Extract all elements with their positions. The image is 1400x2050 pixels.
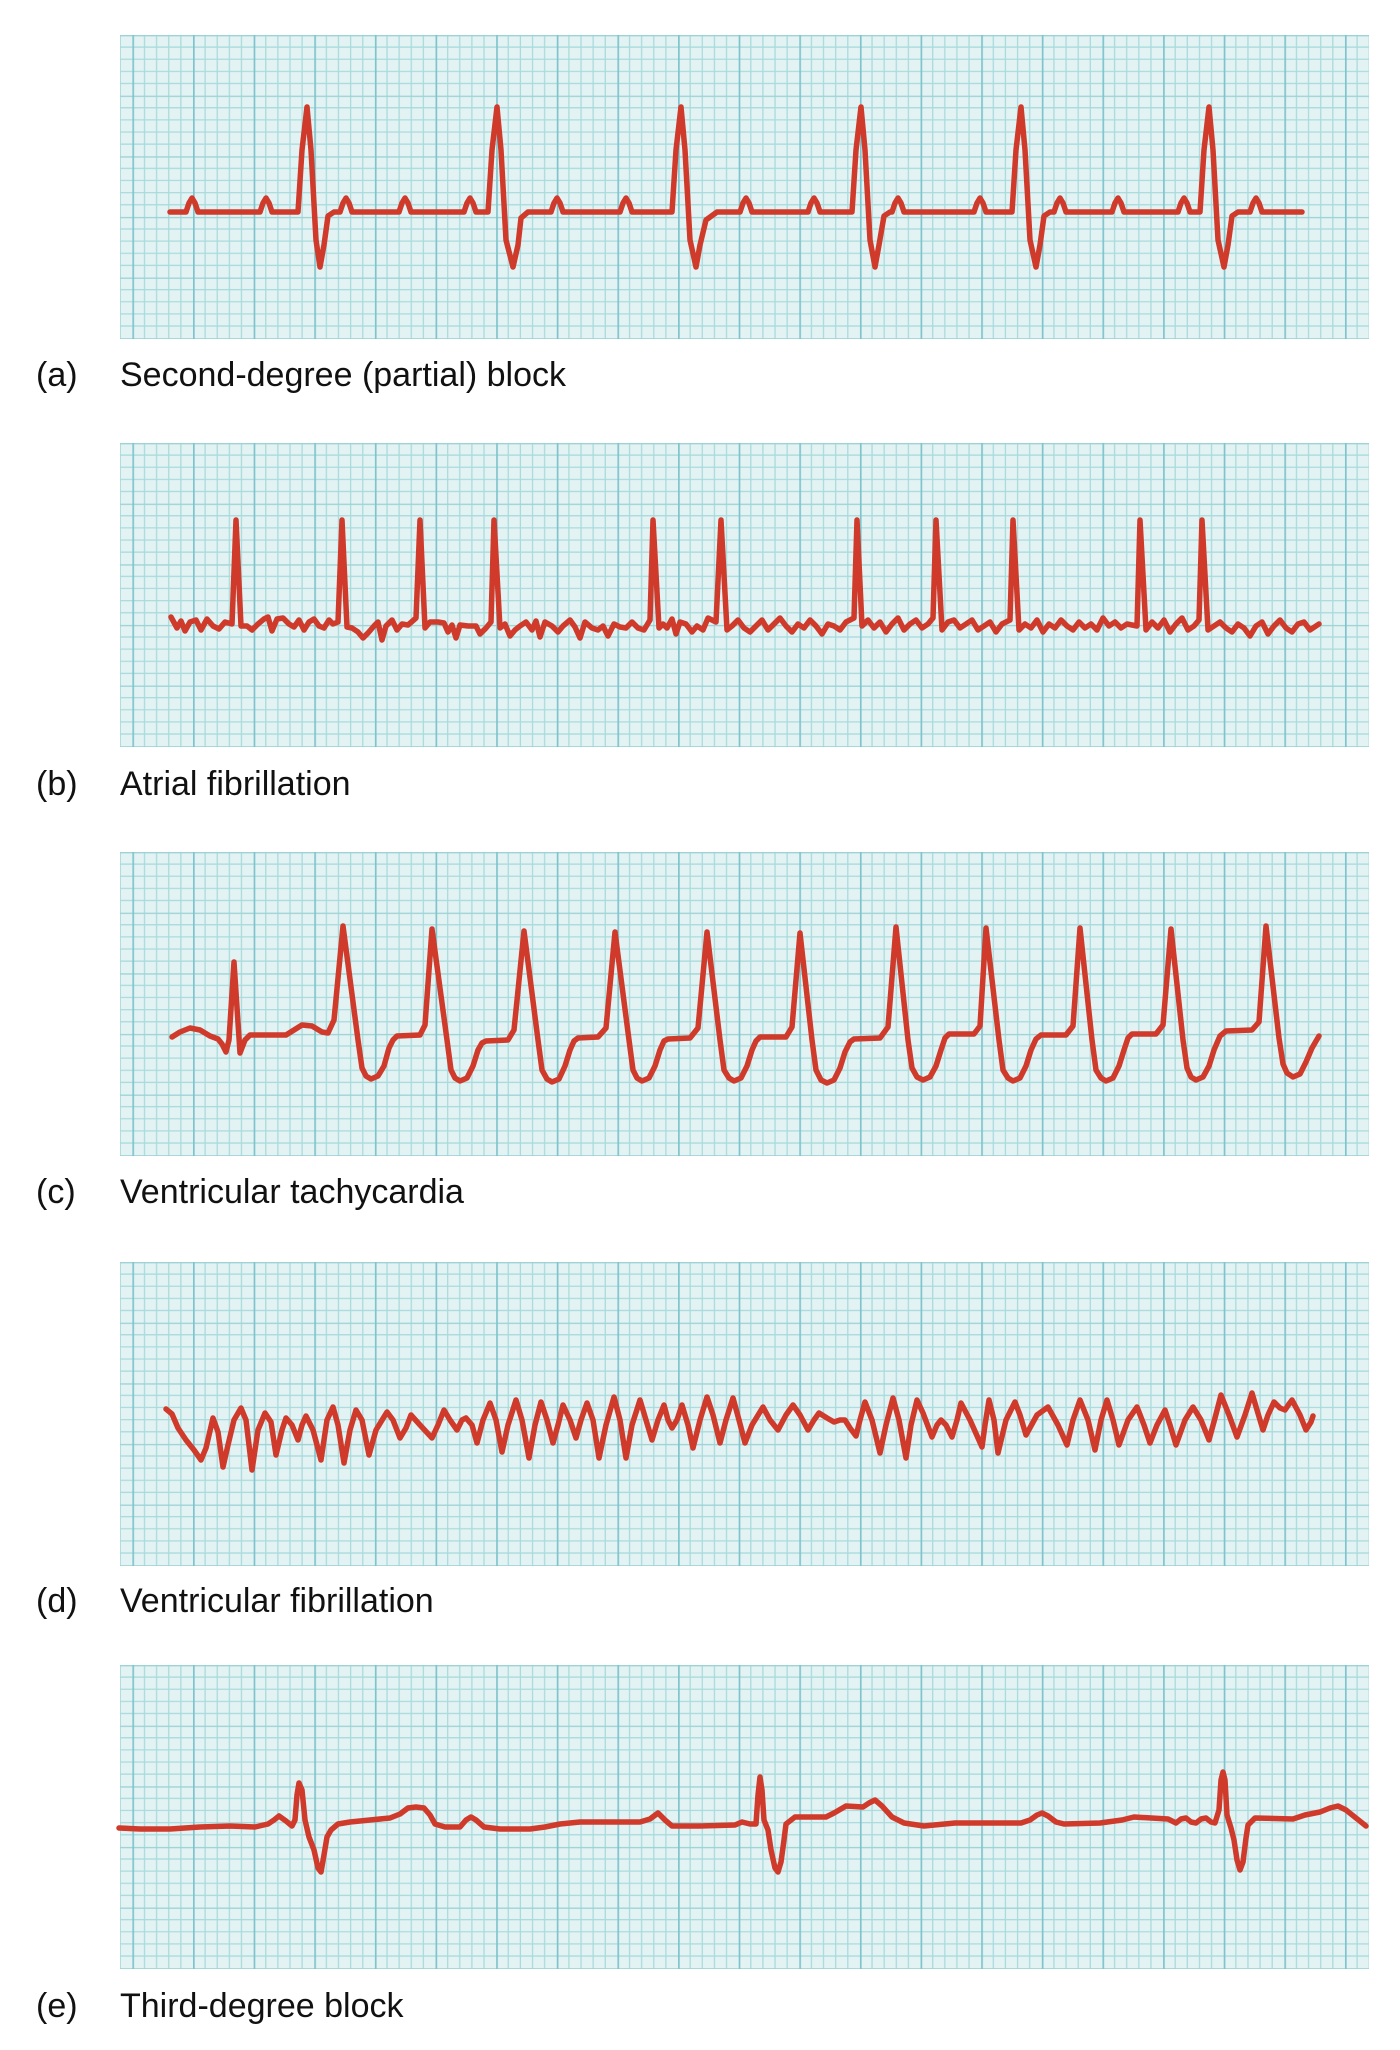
panel-caption: Ventricular fibrillation: [120, 1582, 434, 1620]
grid-paper: [120, 443, 1369, 747]
panel-letter: (b): [36, 765, 78, 803]
panel-letter: (d): [36, 1582, 78, 1620]
panel-letter: (c): [36, 1173, 76, 1211]
ecg-trace: [169, 923, 1322, 1086]
grid-paper: [120, 35, 1369, 339]
panel-caption: Third-degree block: [120, 1987, 404, 2025]
panel-caption: Atrial fibrillation: [120, 765, 351, 803]
ecg-strip-d: (d) Ventricular fibrillation: [36, 1262, 1369, 1620]
panel-caption: Second-degree (partial) block: [120, 356, 567, 394]
ecg-strip-b: (b) Atrial fibrillation: [36, 443, 1369, 803]
panel-caption: Ventricular tachycardia: [120, 1173, 464, 1211]
panel-letter: (e): [36, 1987, 78, 2025]
ecg-strip-c: (c) Ventricular tachycardia: [36, 852, 1369, 1211]
ecg-trace: [163, 1390, 1316, 1473]
panel-letter: (a): [36, 356, 78, 394]
grid-paper: [120, 852, 1369, 1156]
ecg-trace: [168, 517, 1322, 643]
ecg-strip-a: (a) Second-degree (partial) block: [36, 35, 1369, 394]
ecg-trace: [167, 104, 1305, 270]
ecg-trace: [116, 1769, 1369, 1875]
ecg-strip-e: (e) Third-degree block: [36, 1665, 1369, 2025]
